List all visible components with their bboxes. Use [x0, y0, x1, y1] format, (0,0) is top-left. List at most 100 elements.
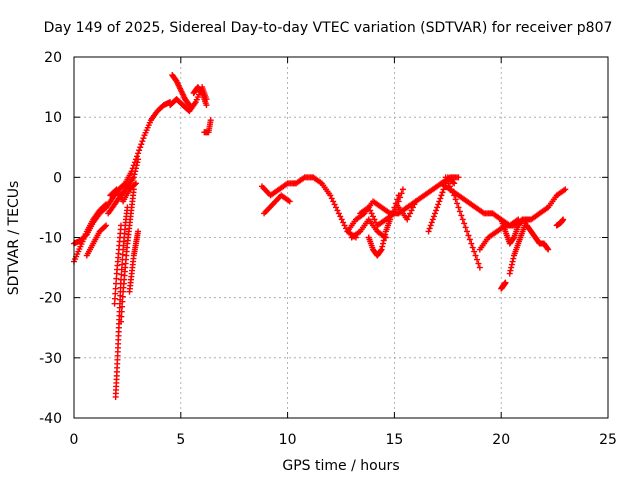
data-point	[119, 251, 126, 258]
data-point	[328, 195, 335, 202]
data-point	[139, 138, 146, 145]
y-axis-label: SDTVAR / TECUs	[6, 181, 22, 296]
data-point	[464, 228, 471, 235]
data-point	[118, 271, 125, 278]
data-point	[134, 153, 141, 160]
x-tick-label: 15	[385, 432, 403, 448]
data-point	[119, 293, 126, 300]
data-point	[119, 261, 126, 268]
data-point	[545, 246, 552, 253]
data-point	[117, 222, 124, 229]
data-point	[101, 223, 108, 230]
data-point	[286, 198, 293, 205]
data-point	[431, 210, 438, 217]
data-point	[327, 192, 334, 199]
data-point	[111, 295, 118, 302]
data-point	[455, 204, 462, 211]
data-point	[409, 204, 416, 211]
x-axis-label: GPS time / hours	[282, 458, 399, 474]
data-point	[198, 89, 205, 96]
data-point	[451, 180, 458, 187]
data-point	[404, 216, 411, 223]
data-points	[71, 72, 569, 400]
series-late-1	[201, 117, 214, 136]
data-point	[111, 300, 118, 307]
data-point	[456, 208, 463, 215]
y-tick-labels: -40 -30 -20 -10 0 10 20	[39, 50, 62, 427]
y-tick-label: -20	[39, 291, 62, 307]
data-point	[408, 207, 415, 214]
data-point	[461, 220, 468, 227]
data-point	[119, 303, 126, 310]
series-dip-4	[111, 222, 124, 307]
y-tick-label: 10	[44, 110, 62, 126]
data-point	[118, 313, 125, 320]
series-late-9	[553, 216, 567, 229]
series-mid-7	[395, 174, 462, 223]
data-point	[113, 275, 120, 282]
data-point	[133, 162, 140, 169]
data-point	[395, 198, 402, 205]
data-point	[462, 224, 469, 231]
data-point	[469, 244, 476, 251]
data-point	[465, 232, 472, 239]
data-point	[444, 177, 451, 184]
series-late-3	[442, 174, 483, 271]
data-point	[337, 213, 344, 220]
data-point	[370, 213, 377, 220]
data-point	[508, 261, 515, 268]
data-point	[130, 186, 137, 193]
series-mid-2	[261, 192, 293, 217]
series-mid-8	[425, 174, 458, 235]
data-point	[411, 201, 418, 208]
data-point	[510, 235, 517, 242]
x-tick-label: 5	[176, 432, 185, 448]
data-point	[382, 231, 389, 238]
data-point	[381, 234, 388, 241]
data-point	[131, 181, 138, 188]
data-point	[113, 280, 120, 287]
data-point	[380, 237, 387, 244]
data-point	[136, 147, 143, 154]
data-point	[365, 204, 372, 211]
data-point	[544, 245, 551, 252]
y-tick-label: 0	[53, 170, 62, 186]
data-point	[562, 186, 569, 193]
data-point	[449, 189, 456, 196]
data-point	[506, 270, 513, 277]
data-point	[138, 141, 145, 148]
series-late-7	[498, 279, 509, 292]
data-point	[426, 225, 433, 232]
data-point	[407, 210, 414, 217]
data-point	[451, 192, 458, 199]
data-point	[455, 174, 462, 181]
data-point	[330, 198, 337, 205]
y-tick-label: -10	[39, 231, 62, 247]
series-peak	[169, 72, 193, 109]
series-early-b	[71, 204, 110, 247]
data-point	[333, 204, 340, 211]
data-point	[130, 174, 137, 181]
data-point	[510, 255, 517, 262]
y-tick-label: -40	[39, 411, 62, 427]
data-point	[471, 248, 478, 255]
series-mid-1	[258, 174, 359, 241]
data-point	[140, 135, 147, 142]
series-mid-6	[357, 186, 406, 229]
series-plateau-2	[190, 84, 210, 109]
data-point	[523, 216, 530, 223]
data-point	[342, 225, 349, 232]
data-point	[435, 201, 442, 208]
data-point	[378, 246, 385, 253]
data-point	[371, 216, 378, 223]
x-tick-label: 25	[599, 432, 617, 448]
data-point	[507, 267, 514, 274]
grid-lines	[74, 57, 608, 418]
data-point	[509, 258, 516, 265]
data-point	[445, 180, 452, 187]
data-point	[112, 290, 119, 297]
data-point	[367, 207, 374, 214]
data-point	[459, 216, 466, 223]
series-rise-1	[103, 99, 174, 211]
data-point	[335, 210, 342, 217]
